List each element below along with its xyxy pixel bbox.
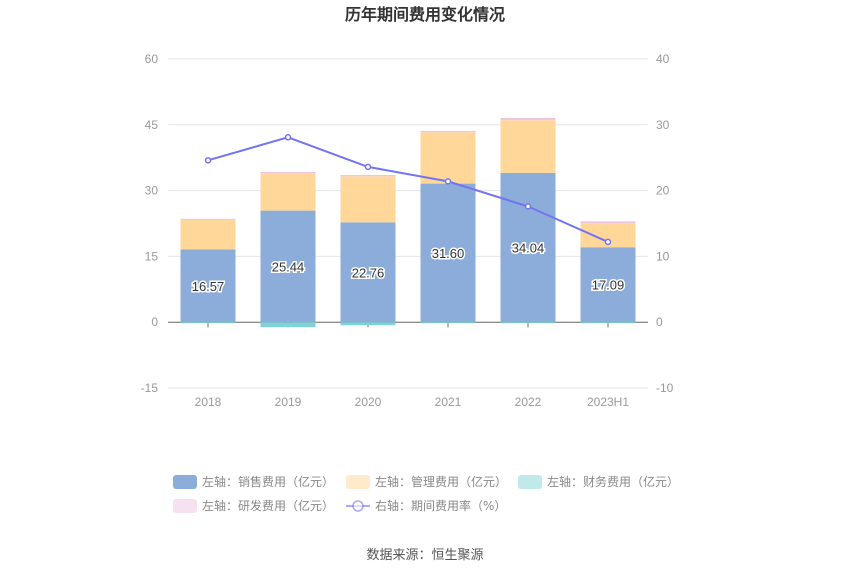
- x-axis-tick: 2021: [435, 395, 462, 409]
- legend-item[interactable]: 左轴：财务费用（亿元）: [547, 474, 679, 489]
- bar-data-label: 17.09: [592, 278, 625, 293]
- left-axis-tick: 60: [145, 52, 159, 66]
- bar-series-0[interactable]: [420, 183, 476, 323]
- line-point[interactable]: [364, 163, 372, 171]
- left-axis-tick: 15: [145, 249, 159, 263]
- bar-series-0[interactable]: [340, 222, 396, 323]
- right-axis-tick: 30: [656, 118, 670, 132]
- line-point[interactable]: [284, 134, 292, 141]
- bar-series-2[interactable]: [260, 322, 316, 328]
- bar-series-1[interactable]: [340, 176, 396, 223]
- legend-item[interactable]: 左轴：研发费用（亿元）: [202, 498, 334, 513]
- right-axis-tick: 40: [656, 52, 670, 66]
- bar-series-2[interactable]: [420, 322, 476, 324]
- bar-series-0[interactable]: [500, 172, 556, 323]
- left-axis-tick: -15: [141, 381, 159, 395]
- x-axis-tick: 2023H1: [587, 395, 629, 409]
- legend-swatch[interactable]: [173, 499, 197, 513]
- x-axis-tick: 2020: [355, 395, 382, 409]
- left-axis-tick: 0: [151, 315, 158, 329]
- bar-series-3[interactable]: [500, 118, 556, 121]
- bar-series-1[interactable]: [180, 219, 236, 250]
- legend-item[interactable]: 左轴：销售费用（亿元）: [202, 474, 334, 489]
- left-axis-tick: 45: [145, 118, 159, 132]
- bar-data-label: 31.60: [432, 246, 465, 261]
- bar-series-2[interactable]: [180, 322, 236, 324]
- right-axis-tick: -10: [656, 381, 674, 395]
- line-point[interactable]: [204, 157, 212, 164]
- bar-series-3[interactable]: [260, 172, 316, 174]
- chart-title: 历年期间费用变化情况: [345, 5, 505, 24]
- right-axis-tick: 20: [656, 184, 670, 198]
- bar-series-3[interactable]: [340, 174, 396, 177]
- line-point[interactable]: [604, 238, 612, 246]
- bar-series-0[interactable]: [580, 247, 636, 323]
- bar-series-2[interactable]: [500, 322, 556, 324]
- line-point[interactable]: [524, 203, 532, 210]
- x-axis-tick: 2022: [515, 395, 542, 409]
- bar-series-3[interactable]: [180, 218, 236, 220]
- right-axis-tick: 10: [656, 249, 670, 263]
- legend-item[interactable]: 右轴：期间费用率（%）: [375, 498, 506, 513]
- right-axis-tick: 0: [656, 315, 663, 329]
- legend-swatch[interactable]: [173, 475, 197, 489]
- legend-item[interactable]: 左轴：管理费用（亿元）: [375, 474, 507, 489]
- bar-series-1[interactable]: [500, 120, 556, 173]
- legend-swatch[interactable]: [518, 475, 542, 489]
- bar-series-2[interactable]: [340, 322, 396, 326]
- bar-series-3[interactable]: [420, 130, 476, 133]
- legend-circle-icon: [352, 500, 364, 512]
- bar-series-0[interactable]: [260, 210, 316, 323]
- line-point[interactable]: [444, 178, 452, 185]
- bar-data-label: 25.44: [272, 259, 305, 274]
- left-axis-tick: 30: [145, 184, 159, 198]
- legend-swatch[interactable]: [346, 475, 370, 489]
- bar-series-1[interactable]: [420, 132, 476, 184]
- bar-series-2[interactable]: [580, 322, 636, 324]
- expense-rate-line: [207, 136, 609, 243]
- bar-data-label: 34.04: [512, 241, 545, 256]
- bar-series-0[interactable]: [180, 249, 236, 323]
- bar-series-3[interactable]: [580, 221, 636, 224]
- bar-data-label: 16.57: [192, 279, 225, 294]
- bar-data-label: 22.76: [352, 265, 385, 280]
- bar-series-1[interactable]: [260, 173, 316, 211]
- x-axis-tick: 2018: [195, 395, 222, 409]
- source-note: 数据来源：恒生聚源: [366, 548, 483, 563]
- x-axis-tick: 2019: [275, 395, 302, 409]
